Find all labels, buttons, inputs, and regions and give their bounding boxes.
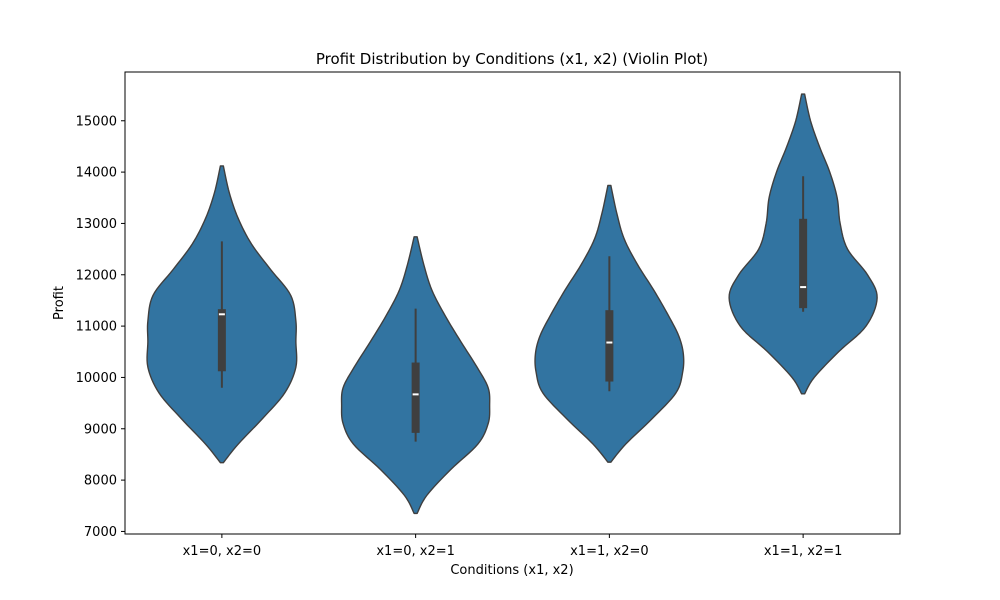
x-tick-label: x1=1, x2=0 [570, 544, 649, 559]
x-tick-label: x1=0, x2=0 [183, 544, 262, 559]
y-axis-label: Profit [52, 286, 67, 320]
plot-frame [124, 71, 901, 535]
y-tick-label: 14000 [76, 166, 117, 181]
y-tick-label: 9000 [84, 422, 117, 437]
chart-title: Profit Distribution by Conditions (x1, x… [316, 50, 708, 68]
violin-box [217, 309, 226, 372]
violins [146, 93, 878, 515]
y-tick-label: 12000 [76, 268, 117, 283]
y-tick-label: 7000 [84, 525, 117, 540]
y-tick-label: 13000 [76, 217, 117, 232]
y-tick-label: 11000 [76, 320, 117, 335]
x-tick-label: x1=1, x2=1 [764, 544, 843, 559]
violin-box [411, 362, 420, 433]
y-tick-label: 8000 [84, 474, 117, 489]
violin-box [605, 310, 614, 382]
x-axis-label: Conditions (x1, x2) [450, 563, 573, 578]
y-tick-label: 10000 [76, 371, 117, 386]
y-tick-label: 15000 [76, 114, 117, 129]
x-tick-label: x1=0, x2=1 [376, 544, 455, 559]
violin-box [799, 218, 808, 309]
x-axis: x1=0, x2=0 x1=0, x2=1 x1=1, x2=0 x1=1, x2=1 [183, 534, 843, 559]
y-axis: 7000 8000 9000 10000 11000 12000 13000 14000 150… [76, 114, 125, 540]
